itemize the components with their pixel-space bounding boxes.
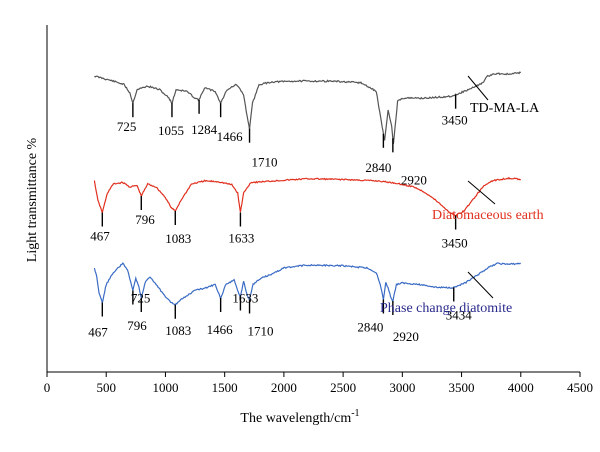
peak-label: 2920 <box>393 329 419 344</box>
series-label-phase-change-diatomite: Phase change diatomite <box>380 301 512 316</box>
peak-label: 1083 <box>165 231 191 246</box>
x-tick-label: 1000 <box>152 380 178 395</box>
peak-label: 1710 <box>248 324 274 339</box>
peak-label: 1633 <box>232 291 258 306</box>
peak-label: 3450 <box>442 113 468 128</box>
y-axis-title: Light transmittance % <box>25 137 40 262</box>
series-leader-line <box>467 180 496 205</box>
x-tick-label: 3000 <box>389 380 415 395</box>
x-tick-label: 0 <box>44 380 51 395</box>
peak-label: 725 <box>117 119 136 134</box>
peak-label: 1710 <box>252 155 278 170</box>
peak-label: 796 <box>135 212 155 227</box>
series-leader-line <box>467 75 489 101</box>
x-tick-label: 500 <box>96 380 116 395</box>
peak-label: 2840 <box>365 160 391 175</box>
series-line-phase-change-diatomite <box>93 262 521 307</box>
peak-label: 2840 <box>357 320 383 335</box>
peak-label: 3450 <box>442 236 468 251</box>
peak-label: 3434 <box>446 308 473 323</box>
series-leader-line <box>467 271 494 299</box>
peak-label: 1083 <box>165 323 191 338</box>
x-tick-label: 4000 <box>508 380 534 395</box>
x-tick-label: 1500 <box>212 380 238 395</box>
x-axis-title: The wavelength/cm-1 <box>240 408 359 426</box>
x-axis-title-superscript: -1 <box>351 408 359 419</box>
series-label-diatomaceous-earth: Diatomaceous earth <box>432 208 544 223</box>
peak-label: 1466 <box>217 129 244 144</box>
x-tick-label: 4500 <box>567 380 593 395</box>
x-axis-title-text: The wavelength/cm <box>240 411 351 426</box>
series-line-diatomaceous-earth <box>93 176 521 217</box>
x-tick-label: 2000 <box>271 380 297 395</box>
series-line-td-ma-la <box>94 71 522 144</box>
x-tick-label: 2500 <box>330 380 356 395</box>
peak-label: 467 <box>88 325 108 340</box>
series-label-td-ma-la: TD-MA-LA <box>470 101 540 116</box>
peak-label: 1284 <box>191 122 218 137</box>
peak-label: 2920 <box>401 172 427 187</box>
x-tick-label: 3500 <box>449 380 475 395</box>
peak-label: 796 <box>127 318 147 333</box>
peak-label: 1633 <box>228 231 254 246</box>
peak-label: 467 <box>90 229 110 244</box>
peak-label: 1055 <box>158 123 184 138</box>
x-ticks: 0 500 1000 1500 2000 2500 3000 3500 4000 4500 <box>44 372 593 395</box>
peak-label: 1466 <box>207 322 234 337</box>
